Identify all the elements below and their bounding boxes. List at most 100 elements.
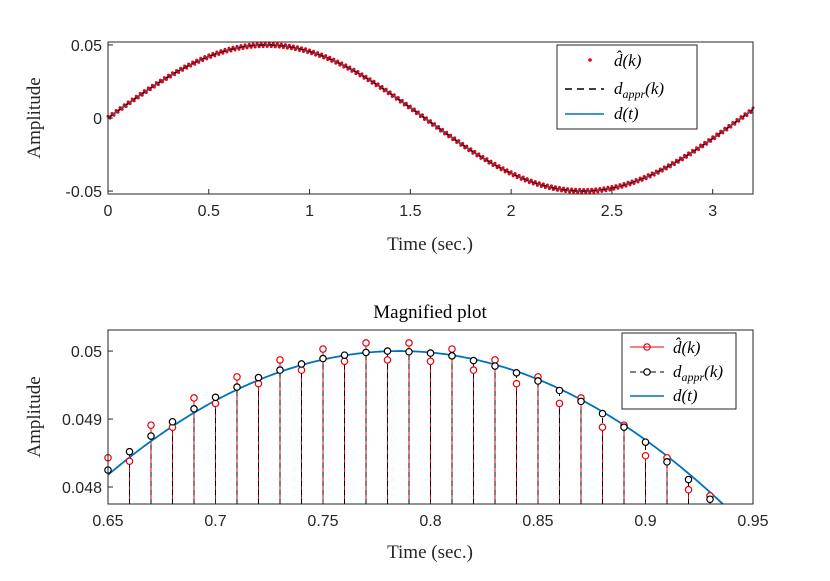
top-d-hat-point — [572, 190, 576, 194]
top-d-hat-point — [646, 173, 650, 177]
top-d-hat-point — [433, 122, 437, 126]
top-d-hat-point — [223, 47, 227, 51]
bottom-d-hat-point — [641, 451, 650, 460]
top-d-hat-point — [437, 124, 441, 128]
bottom-d-hat-point — [319, 345, 327, 353]
top-d-hat-point — [447, 135, 451, 139]
top-d-hat-point — [670, 161, 674, 165]
bottom-d-appr-point — [233, 383, 241, 391]
top-d-hat-point — [116, 110, 120, 114]
top-d-hat-point — [162, 76, 166, 80]
top-d-hat-point — [275, 42, 279, 46]
top-d-hat-point — [241, 46, 245, 50]
top-d-hat-point — [142, 89, 146, 93]
top-d-hat-point — [426, 120, 430, 124]
top-d-hat-point — [654, 169, 658, 173]
top-d-hat-point — [227, 46, 231, 50]
top-d-hat-point — [372, 79, 376, 83]
top-d-hat-point — [545, 183, 549, 187]
bottom-d-appr-point — [663, 458, 671, 466]
top-d-hat-point — [422, 117, 426, 121]
top-d-hat-point — [644, 177, 648, 181]
top-d-hat-point — [418, 115, 422, 119]
top-d-hat-point — [586, 187, 590, 191]
top-d-hat-point — [253, 45, 257, 49]
bottom-d-appr-point — [211, 393, 220, 402]
top-d-hat-point — [479, 156, 483, 160]
top-d-hat-point — [566, 187, 570, 191]
top-d-hat-point — [193, 62, 197, 66]
top-d-hat-point — [130, 97, 134, 101]
top-d-hat-point — [231, 45, 235, 49]
top-d-hat-point — [495, 166, 499, 170]
top-d-hat-point — [707, 138, 711, 142]
top-d-hat-point — [539, 185, 543, 189]
top-d-hat-point — [376, 82, 380, 86]
bottom-d-hat-point — [276, 356, 284, 364]
bottom-d-hat-point — [211, 399, 220, 408]
top-d-hat-point — [695, 146, 699, 150]
top-d-hat-point — [173, 73, 177, 77]
top-d-hat-point — [684, 155, 688, 159]
top-d-hat-point — [265, 45, 269, 49]
top-d-hat-point — [229, 49, 233, 53]
top-d-hat-point — [114, 109, 118, 113]
top-d-hat-point — [354, 72, 358, 76]
top-d-hat-point — [295, 45, 299, 49]
bottom-d-hat-point — [512, 379, 521, 388]
top-d-hat-point — [154, 81, 158, 85]
top-d-hat-point — [203, 55, 207, 59]
top-series-d-appr — [107, 44, 754, 192]
bottom-d-appr-point — [276, 366, 284, 374]
bottom-d-appr-point — [362, 348, 370, 357]
top-d-hat-point — [259, 41, 263, 45]
top-d-hat-point — [302, 49, 306, 53]
top-d-hat-point — [382, 89, 386, 93]
top-d-hat-point — [634, 178, 638, 182]
top-d-hat-point — [725, 128, 729, 132]
bottom-legend-dhat: d̂(k) — [673, 338, 701, 357]
top-d-hat-point — [255, 42, 259, 46]
top-d-hat-point — [217, 52, 221, 56]
top-d-hat-point — [207, 53, 211, 57]
top-d-hat-point — [614, 184, 618, 188]
top-d-hat-point — [521, 175, 525, 179]
top-d-hat-point — [648, 175, 652, 179]
bottom-d-appr-point — [598, 409, 607, 418]
top-d-hat-point — [160, 80, 164, 84]
top-x-tick-label: 2.5 — [601, 203, 623, 220]
top-d-hat-point — [199, 56, 203, 60]
top-d-hat-point — [416, 110, 420, 114]
top-d-hat-point — [306, 51, 310, 55]
top-legend-marker-dhat — [588, 58, 592, 62]
bottom-plot: Magnified plot 0.65 0.7 0.75 0.8 0.85 0.9 0.95… — [24, 302, 769, 563]
top-d-hat-point — [197, 60, 201, 64]
top-d-hat-point — [626, 180, 630, 184]
top-d-hat-point — [485, 157, 489, 161]
top-d-hat-point — [168, 75, 172, 79]
bottom-d-appr-point — [190, 405, 198, 413]
top-d-hat-point — [285, 46, 289, 50]
bottom-d-appr-point — [534, 377, 542, 385]
top-d-hat-point — [560, 189, 564, 193]
bottom-d-hat-point — [448, 345, 456, 353]
top-d-hat-point — [402, 103, 406, 107]
bottom-d-appr-point — [469, 356, 478, 365]
bottom-d-appr-point — [641, 438, 650, 446]
top-d-hat-point — [271, 41, 275, 45]
top-d-hat-point — [429, 119, 432, 123]
top-d-hat-point — [356, 70, 360, 73]
bottom-d-appr-point — [555, 386, 564, 395]
top-d-hat-point — [533, 179, 537, 183]
bottom-legend-dappr: dappr(k) — [673, 362, 723, 384]
top-d-hat-point — [122, 103, 126, 107]
top-d-hat-point — [324, 54, 328, 58]
top-d-hat-point — [477, 152, 481, 156]
top-d-hat-point — [680, 158, 684, 162]
bottom-d-appr-point — [706, 495, 714, 504]
top-d-hat-point — [235, 44, 239, 48]
top-d-hat-point — [461, 141, 465, 145]
top-d-hat-point — [606, 185, 610, 189]
top-d-hat-point — [459, 143, 463, 147]
top-d-hat-point — [463, 146, 467, 150]
